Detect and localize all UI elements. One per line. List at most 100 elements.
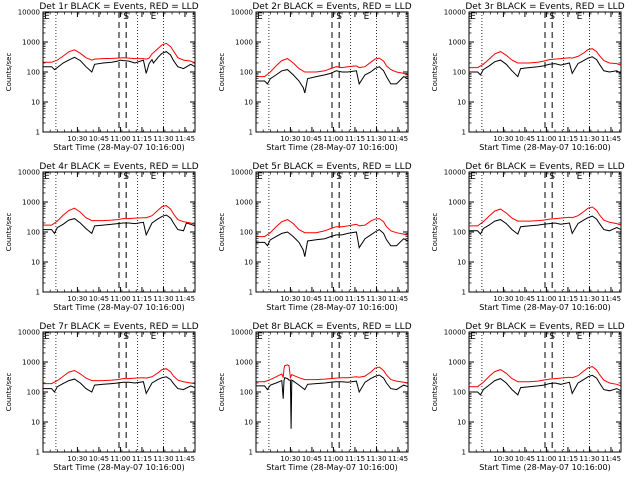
marker-label: E [577, 332, 583, 342]
marker-label: E [257, 172, 263, 182]
marker-label: E [364, 12, 370, 22]
y-tick-label: 10000 [444, 169, 466, 177]
x-tick-label: 11:30 [579, 135, 599, 143]
x-tick-label: 11:00 [110, 135, 130, 143]
y-tick-label: 1 [249, 129, 253, 137]
marker-label: E [470, 172, 476, 182]
marker-label: E [577, 12, 583, 22]
x-tick-label: 11:15 [345, 455, 365, 463]
y-axis-label: Counts/sec [431, 373, 439, 412]
y-tick-label: 10000 [18, 169, 40, 177]
x-tick-label: 10:30 [280, 455, 300, 463]
y-axis-label: Counts/sec [431, 213, 439, 252]
y-tick-label: 1 [462, 449, 466, 457]
y-tick-label: 100 [240, 389, 253, 397]
series-events-line [43, 376, 196, 395]
y-axis-label: Counts/sec [218, 213, 226, 252]
y-tick-label: 10 [244, 419, 253, 427]
y-tick-label: 100 [27, 229, 40, 237]
series-events-line [43, 51, 196, 74]
x-tick-label: 10:45 [302, 455, 322, 463]
x-tick-label: 11:15 [558, 295, 578, 303]
y-tick-label: 10000 [231, 169, 253, 177]
marker-label: E [44, 332, 50, 342]
panel-det-5: Det 5r BLACK = Events, RED = LLD 1 10 100 10… [218, 162, 412, 312]
x-axis-label: Start Time (28-May-07 10:16:00) [479, 463, 610, 472]
y-axis-label: Counts/sec [5, 213, 13, 252]
x-tick-label: 10:45 [515, 295, 535, 303]
y-tick-label: 100 [240, 69, 253, 77]
marker-label: E [257, 332, 263, 342]
x-tick-label: 10:30 [67, 135, 87, 143]
y-axis-label: Counts/sec [218, 373, 226, 412]
series-lld-line [43, 205, 196, 226]
x-tick-label: 11:00 [323, 295, 343, 303]
x-tick-label: 10:30 [280, 295, 300, 303]
x-tick-label: 11:30 [366, 455, 386, 463]
panel-det-7: Det 7r BLACK = Events, RED = LLD 1 10 100 10… [5, 322, 199, 472]
series-events-line [256, 228, 409, 257]
x-tick-label: 10:45 [89, 135, 109, 143]
y-tick-label: 1 [249, 449, 253, 457]
panel-title: Det 5r BLACK = Events, RED = LLD [252, 162, 411, 172]
y-tick-label: 1 [36, 449, 40, 457]
x-tick-label: 10:45 [89, 455, 109, 463]
marker-label: E [470, 12, 476, 22]
marker-label: E [151, 172, 157, 182]
y-axis-label: Counts/sec [5, 53, 13, 92]
y-tick-label: 100 [27, 389, 40, 397]
y-tick-label: 1 [462, 289, 466, 297]
series-lld-line [469, 48, 622, 69]
marker-label: E [577, 172, 583, 182]
series-lld-line [256, 218, 409, 238]
x-tick-label: 11:45 [175, 455, 195, 463]
x-tick-label: 11:00 [323, 135, 343, 143]
marker-label: S [123, 172, 129, 182]
x-tick-label: 10:30 [280, 135, 300, 143]
x-tick-label: 11:30 [579, 295, 599, 303]
panel-det-2: Det 2r BLACK = Events, RED = LLD 1 10 100 10… [218, 2, 412, 152]
y-tick-label: 1000 [448, 359, 466, 367]
x-tick-label: 11:30 [153, 295, 173, 303]
marker-label: S [336, 332, 342, 342]
marker-label: E [151, 12, 157, 22]
x-tick-label: 10:30 [67, 455, 87, 463]
x-tick-label: 11:15 [558, 135, 578, 143]
marker-label: E [257, 12, 263, 22]
series-lld-line [43, 368, 196, 385]
y-tick-label: 10 [31, 259, 40, 267]
x-tick-label: 10:45 [515, 455, 535, 463]
y-tick-label: 1000 [235, 39, 253, 47]
panel-det-9: Det 9r BLACK = Events, RED = LLD 1 10 100 10… [431, 322, 625, 472]
series-events-line [256, 66, 409, 94]
y-tick-label: 10 [244, 99, 253, 107]
x-tick-label: 10:30 [493, 295, 513, 303]
series-events-line [469, 56, 622, 78]
marker-label: S [336, 172, 342, 182]
x-axis-label: Start Time (28-May-07 10:16:00) [479, 303, 610, 312]
x-tick-label: 11:00 [536, 295, 556, 303]
marker-label: S [123, 332, 129, 342]
x-tick-label: 11:45 [601, 455, 621, 463]
y-tick-label: 10000 [18, 329, 40, 337]
panel-det-8: Det 8r BLACK = Events, RED = LLD 1 10 100 10… [218, 322, 412, 472]
y-tick-label: 10000 [18, 9, 40, 17]
panel-det-6: Det 6r BLACK = Events, RED = LLD 1 10 100 10… [431, 162, 625, 312]
y-tick-label: 1000 [22, 39, 40, 47]
y-tick-label: 1000 [235, 199, 253, 207]
panel-title: Det 2r BLACK = Events, RED = LLD [252, 2, 411, 12]
series-lld-line [43, 42, 196, 64]
x-axis-label: Start Time (28-May-07 10:16:00) [479, 143, 610, 152]
marker-label: E [470, 332, 476, 342]
x-tick-label: 10:30 [493, 455, 513, 463]
marker-label: E [364, 172, 370, 182]
marker-label: S [549, 332, 555, 342]
panel-title: Det 1r BLACK = Events, RED = LLD [39, 2, 198, 12]
panel-det-1: Det 1r BLACK = Events, RED = LLD 1 10 100 10… [5, 2, 199, 152]
y-tick-label: 10 [244, 259, 253, 267]
x-tick-label: 11:15 [132, 455, 152, 463]
x-axis-label: Start Time (28-May-07 10:16:00) [53, 143, 184, 152]
series-events-line [256, 374, 409, 429]
panel-det-3: Det 3r BLACK = Events, RED = LLD 1 10 100 10… [431, 2, 625, 152]
panel-title: Det 8r BLACK = Events, RED = LLD [252, 322, 411, 332]
